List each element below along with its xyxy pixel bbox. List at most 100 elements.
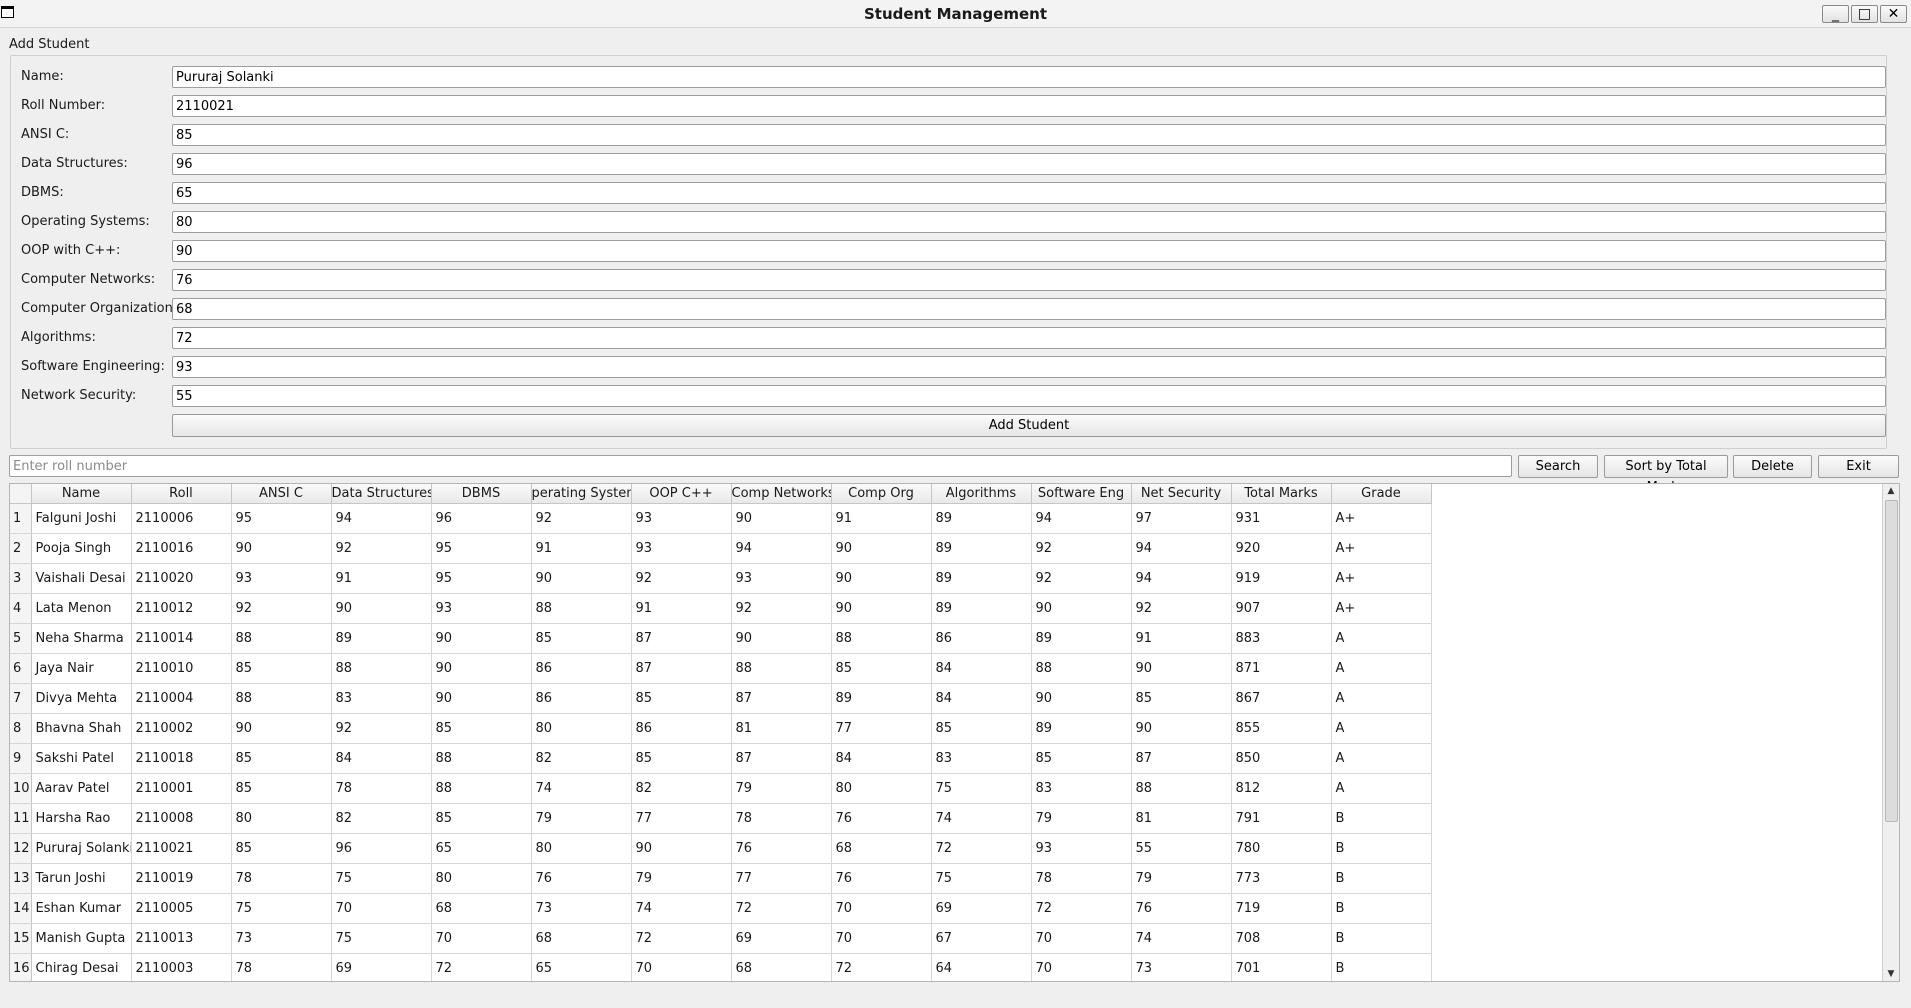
table-cell[interactable]: 83 <box>931 743 1032 774</box>
table-cell[interactable]: 84 <box>931 653 1032 684</box>
table-row[interactable]: 8 Bhavna Shah 2110002 90 92 85 80 86 81 77 85 89 90 8… <box>10 713 1432 744</box>
table-cell[interactable]: 2110004 <box>131 683 232 714</box>
table-row[interactable]: 4 Lata Menon 2110012 92 90 93 88 91 92 90 89 90 92 90… <box>10 593 1432 624</box>
row-number[interactable]: 4 <box>10 593 32 624</box>
table-cell[interactable]: 85 <box>531 623 632 654</box>
table-cell[interactable]: 76 <box>531 863 632 894</box>
table-cell[interactable]: 73 <box>231 923 332 954</box>
table-cell[interactable]: 80 <box>831 773 932 804</box>
table-cell[interactable]: 89 <box>831 683 932 714</box>
table-row[interactable]: 1 Falguni Joshi 2110006 95 94 96 92 93 90 91 89 94 9… <box>10 503 1432 534</box>
table-cell[interactable]: 91 <box>631 593 732 624</box>
table-cell[interactable]: 65 <box>431 833 532 864</box>
table-cell[interactable]: 2110014 <box>131 623 232 654</box>
table-cell[interactable]: 86 <box>931 623 1032 654</box>
table-cell[interactable]: 70 <box>431 923 532 954</box>
table-cell[interactable]: 87 <box>731 683 832 714</box>
table-cell[interactable]: 73 <box>1131 953 1232 981</box>
row-number[interactable]: 3 <box>10 563 32 594</box>
table-cell[interactable]: 85 <box>431 713 532 744</box>
table-cell[interactable]: 97 <box>1131 503 1232 534</box>
table-cell[interactable]: 67 <box>931 923 1032 954</box>
table-cell[interactable]: 91 <box>331 563 432 594</box>
table-cell[interactable]: 72 <box>931 833 1032 864</box>
table-cell[interactable]: 85 <box>231 653 332 684</box>
table-cell[interactable]: 88 <box>431 743 532 774</box>
table-cell[interactable]: 92 <box>331 533 432 564</box>
table-cell[interactable]: A+ <box>1331 533 1432 564</box>
table-cell[interactable]: 85 <box>231 833 332 864</box>
table-cell[interactable]: Harsha Rao <box>31 803 132 834</box>
table-row[interactable]: 2 Pooja Singh 2110016 90 92 95 91 93 94 90 89 92 94 9… <box>10 533 1432 564</box>
table-cell[interactable]: Pooja Singh <box>31 533 132 564</box>
table-cell[interactable]: 75 <box>931 773 1032 804</box>
table-cell[interactable]: Chirag Desai <box>31 953 132 981</box>
search-button[interactable]: Search <box>1518 455 1598 478</box>
table-cell[interactable]: 89 <box>931 533 1032 564</box>
table-cell[interactable]: 70 <box>831 893 932 924</box>
table-cell[interactable]: Tarun Joshi <box>31 863 132 894</box>
table-cell[interactable]: 93 <box>631 533 732 564</box>
table-cell[interactable]: 92 <box>1131 593 1232 624</box>
table-cell[interactable]: A <box>1331 773 1432 804</box>
table-cell[interactable]: 88 <box>831 623 932 654</box>
table-cell[interactable]: 64 <box>931 953 1032 981</box>
table-cell[interactable]: Lata Menon <box>31 593 132 624</box>
table-cell[interactable]: 88 <box>731 653 832 684</box>
table-cell[interactable]: 70 <box>631 953 732 981</box>
table-cell[interactable]: 2110003 <box>131 953 232 981</box>
column-header[interactable]: Grade <box>1331 484 1432 504</box>
name-field[interactable] <box>172 66 1886 88</box>
table-cell[interactable]: 708 <box>1231 923 1332 954</box>
column-header[interactable]: Total Marks <box>1231 484 1332 504</box>
table-cell[interactable]: 92 <box>331 713 432 744</box>
table-cell[interactable]: 90 <box>231 713 332 744</box>
row-number[interactable]: 5 <box>10 623 32 654</box>
column-header[interactable]: perating System <box>531 484 632 504</box>
table-cell[interactable]: 87 <box>631 653 732 684</box>
table-cell[interactable]: 791 <box>1231 803 1332 834</box>
column-header[interactable]: OOP C++ <box>631 484 732 504</box>
table-cell[interactable]: 82 <box>331 803 432 834</box>
table-cell[interactable]: 2110013 <box>131 923 232 954</box>
table-cell[interactable]: B <box>1331 893 1432 924</box>
table-cell[interactable]: 88 <box>1031 653 1132 684</box>
table-cell[interactable]: 70 <box>1031 953 1132 981</box>
table-cell[interactable]: 812 <box>1231 773 1332 804</box>
table-cell[interactable]: 72 <box>731 893 832 924</box>
table-cell[interactable]: Pururaj Solanki <box>31 833 132 864</box>
table-cell[interactable]: 84 <box>931 683 1032 714</box>
column-header[interactable]: Algorithms <box>931 484 1032 504</box>
add-student-button[interactable]: Add Student <box>172 414 1886 437</box>
table-cell[interactable]: 87 <box>731 743 832 774</box>
table-cell[interactable]: 70 <box>1031 923 1132 954</box>
table-cell[interactable]: 90 <box>431 653 532 684</box>
minimize-button[interactable]: _ <box>1822 5 1849 23</box>
table-cell[interactable]: 91 <box>1131 623 1232 654</box>
table-cell[interactable]: Sakshi Patel <box>31 743 132 774</box>
dbms-field[interactable] <box>172 182 1886 204</box>
table-cell[interactable]: 68 <box>731 953 832 981</box>
table-cell[interactable]: B <box>1331 803 1432 834</box>
table-cell[interactable]: 89 <box>331 623 432 654</box>
table-cell[interactable]: 94 <box>731 533 832 564</box>
students-table-view[interactable]: Name Roll ANSI C Data Structures DBMS peratin… <box>9 483 1900 982</box>
table-cell[interactable]: 78 <box>231 953 332 981</box>
table-cell[interactable]: 69 <box>931 893 1032 924</box>
table-cell[interactable]: 92 <box>231 593 332 624</box>
table-cell[interactable]: 92 <box>1031 563 1132 594</box>
table-cell[interactable]: 2110001 <box>131 773 232 804</box>
table-cell[interactable]: 90 <box>831 593 932 624</box>
table-cell[interactable]: 83 <box>1031 773 1132 804</box>
scrollbar-thumb[interactable] <box>1885 500 1898 822</box>
table-cell[interactable]: A <box>1331 743 1432 774</box>
table-cell[interactable]: A <box>1331 713 1432 744</box>
algorithms-field[interactable] <box>172 327 1886 349</box>
table-cell[interactable]: 79 <box>1131 863 1232 894</box>
column-header[interactable]: Net Security <box>1131 484 1232 504</box>
table-cell[interactable]: Eshan Kumar <box>31 893 132 924</box>
table-cell[interactable]: 94 <box>1031 503 1132 534</box>
table-cell[interactable]: 76 <box>831 803 932 834</box>
table-cell[interactable]: A+ <box>1331 503 1432 534</box>
table-cell[interactable]: 2110005 <box>131 893 232 924</box>
